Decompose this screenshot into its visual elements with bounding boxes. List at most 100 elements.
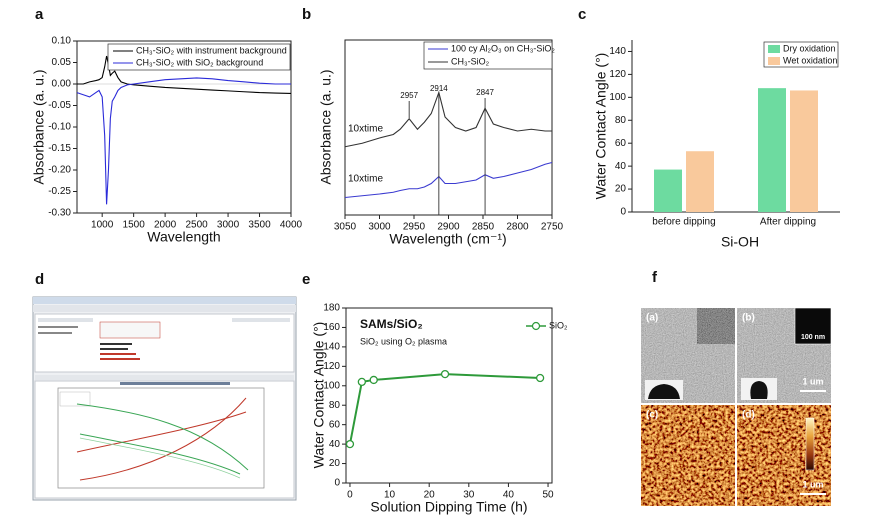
y-axis-label: Absorbance (a. u.) — [318, 69, 334, 184]
x-tick-label: 50 — [542, 490, 554, 501]
screenshot-curve — [76, 403, 249, 471]
y-tick-label: 60 — [615, 138, 627, 149]
x-tick-label: 4000 — [280, 220, 303, 231]
x-tick-label: 3050 — [334, 222, 357, 233]
panel-label: c — [578, 6, 586, 23]
data-line — [348, 373, 541, 445]
x-tick-label: 1000 — [91, 220, 114, 231]
afm-image — [641, 405, 735, 506]
y-tick-label: 60 — [329, 419, 341, 430]
y-axis-label: Water Contact Angle (°) — [311, 322, 327, 469]
legend-swatch — [768, 57, 780, 65]
text-line — [100, 343, 132, 345]
legend-label: CH₃-SiO₂ — [451, 56, 490, 66]
afm-image — [737, 405, 831, 506]
x-tick-label: 0 — [347, 490, 353, 501]
data-line — [76, 77, 291, 205]
text-line — [38, 332, 72, 334]
bar — [790, 90, 818, 212]
scale-bar-label: 100 nm — [801, 334, 825, 341]
x-tick-label: 2000 — [154, 220, 177, 231]
annotation: 10xtime — [348, 174, 383, 185]
x-tick-label: 2950 — [403, 222, 426, 233]
x-tick-label: 3000 — [217, 220, 240, 231]
data-point — [535, 373, 545, 383]
x-tick-label: 40 — [503, 490, 515, 501]
legend-box — [107, 43, 291, 71]
annotation: SAMs/SiO₂ — [360, 317, 423, 331]
x-tick-label: 2800 — [506, 222, 529, 233]
legend-box — [423, 41, 553, 70]
button — [38, 318, 93, 322]
bar — [686, 151, 714, 212]
legend-label: Wet oxidation — [783, 55, 837, 65]
scale-bar-label: 1 um — [802, 479, 823, 489]
y-tick-label: 120 — [609, 69, 626, 80]
y-axis-label: Absorbance (a. u.) — [31, 69, 47, 184]
x-tick-label: 2500 — [185, 220, 208, 231]
y-tick-label: 140 — [323, 342, 340, 353]
x-tick-label: 3000 — [368, 222, 391, 233]
panel-label: d — [35, 271, 44, 288]
bar — [654, 169, 682, 212]
info-box — [99, 321, 161, 339]
x-tick-label: 20 — [424, 490, 436, 501]
y-tick-label: -0.15 — [48, 143, 71, 154]
x-tick-label: 2900 — [437, 222, 460, 233]
x-tick-label: before dipping — [652, 217, 715, 228]
subpanel-label: (c) — [646, 410, 658, 421]
y-tick-label: 0.05 — [52, 57, 72, 68]
legend-label: Dry oxidation — [783, 43, 836, 53]
x-tick-label: 3500 — [248, 220, 271, 231]
x-axis-label: Solution Dipping Time (h) — [370, 499, 527, 515]
data-line — [77, 55, 292, 95]
screenshot-curve — [76, 411, 247, 453]
screenshot-panel: d — [32, 271, 297, 501]
data-line — [344, 90, 552, 148]
legend-label: 100 cy Al₂O₃ on CH₃-SiO₂ — [451, 43, 555, 53]
plot-legend — [59, 391, 91, 407]
y-tick-label: -0.25 — [48, 186, 71, 197]
y-tick-label: -0.10 — [48, 122, 71, 133]
title-bar — [33, 297, 296, 304]
subpanel-label: (a) — [646, 313, 658, 324]
y-tick-label: -0.20 — [48, 165, 71, 176]
y-tick-label: 40 — [329, 439, 341, 450]
subpanel-label: (d) — [742, 410, 755, 421]
data-point — [440, 369, 450, 379]
peak-label: 2957 — [400, 91, 418, 100]
x-tick-label: 2750 — [541, 222, 564, 233]
scale-bar-label: 1 um — [802, 376, 823, 386]
plot-frame — [345, 307, 553, 484]
bar — [758, 88, 786, 212]
legend-swatch — [768, 45, 780, 53]
y-tick-label: -0.05 — [48, 100, 71, 111]
panel-label: e — [302, 271, 310, 288]
microscopy-panel: f (a) (b) (c) (d) 100 nm 1 um 1 um — [641, 269, 832, 506]
y-tick-label: 140 — [609, 46, 626, 57]
x-axis-label: Si-OH — [721, 234, 759, 250]
droplet — [648, 384, 680, 399]
y-tick-label: 100 — [323, 380, 340, 391]
data-line — [344, 161, 553, 199]
color-bar — [805, 417, 815, 471]
y-axis-label: Water Contact Angle (°) — [593, 53, 609, 200]
screenshot-curve — [79, 397, 247, 481]
panel-label: f — [652, 269, 658, 286]
data-point — [345, 439, 355, 449]
annotation: 10xtime — [348, 124, 383, 135]
legend-label: CH₃-SiO₂ with instrument background — [136, 45, 287, 55]
y-tick-label: 40 — [615, 161, 627, 172]
status-bar — [35, 375, 294, 380]
panel-label: a — [35, 6, 44, 23]
scale-bar — [800, 493, 826, 495]
scale-bar — [800, 390, 826, 392]
y-tick-label: 160 — [323, 322, 340, 333]
plot-title — [120, 382, 230, 385]
y-tick-label: 80 — [329, 400, 341, 411]
data-point — [357, 377, 366, 387]
screenshot-curve — [79, 437, 241, 479]
y-tick-label: 20 — [329, 458, 341, 469]
y-tick-label: 0.10 — [52, 36, 72, 47]
